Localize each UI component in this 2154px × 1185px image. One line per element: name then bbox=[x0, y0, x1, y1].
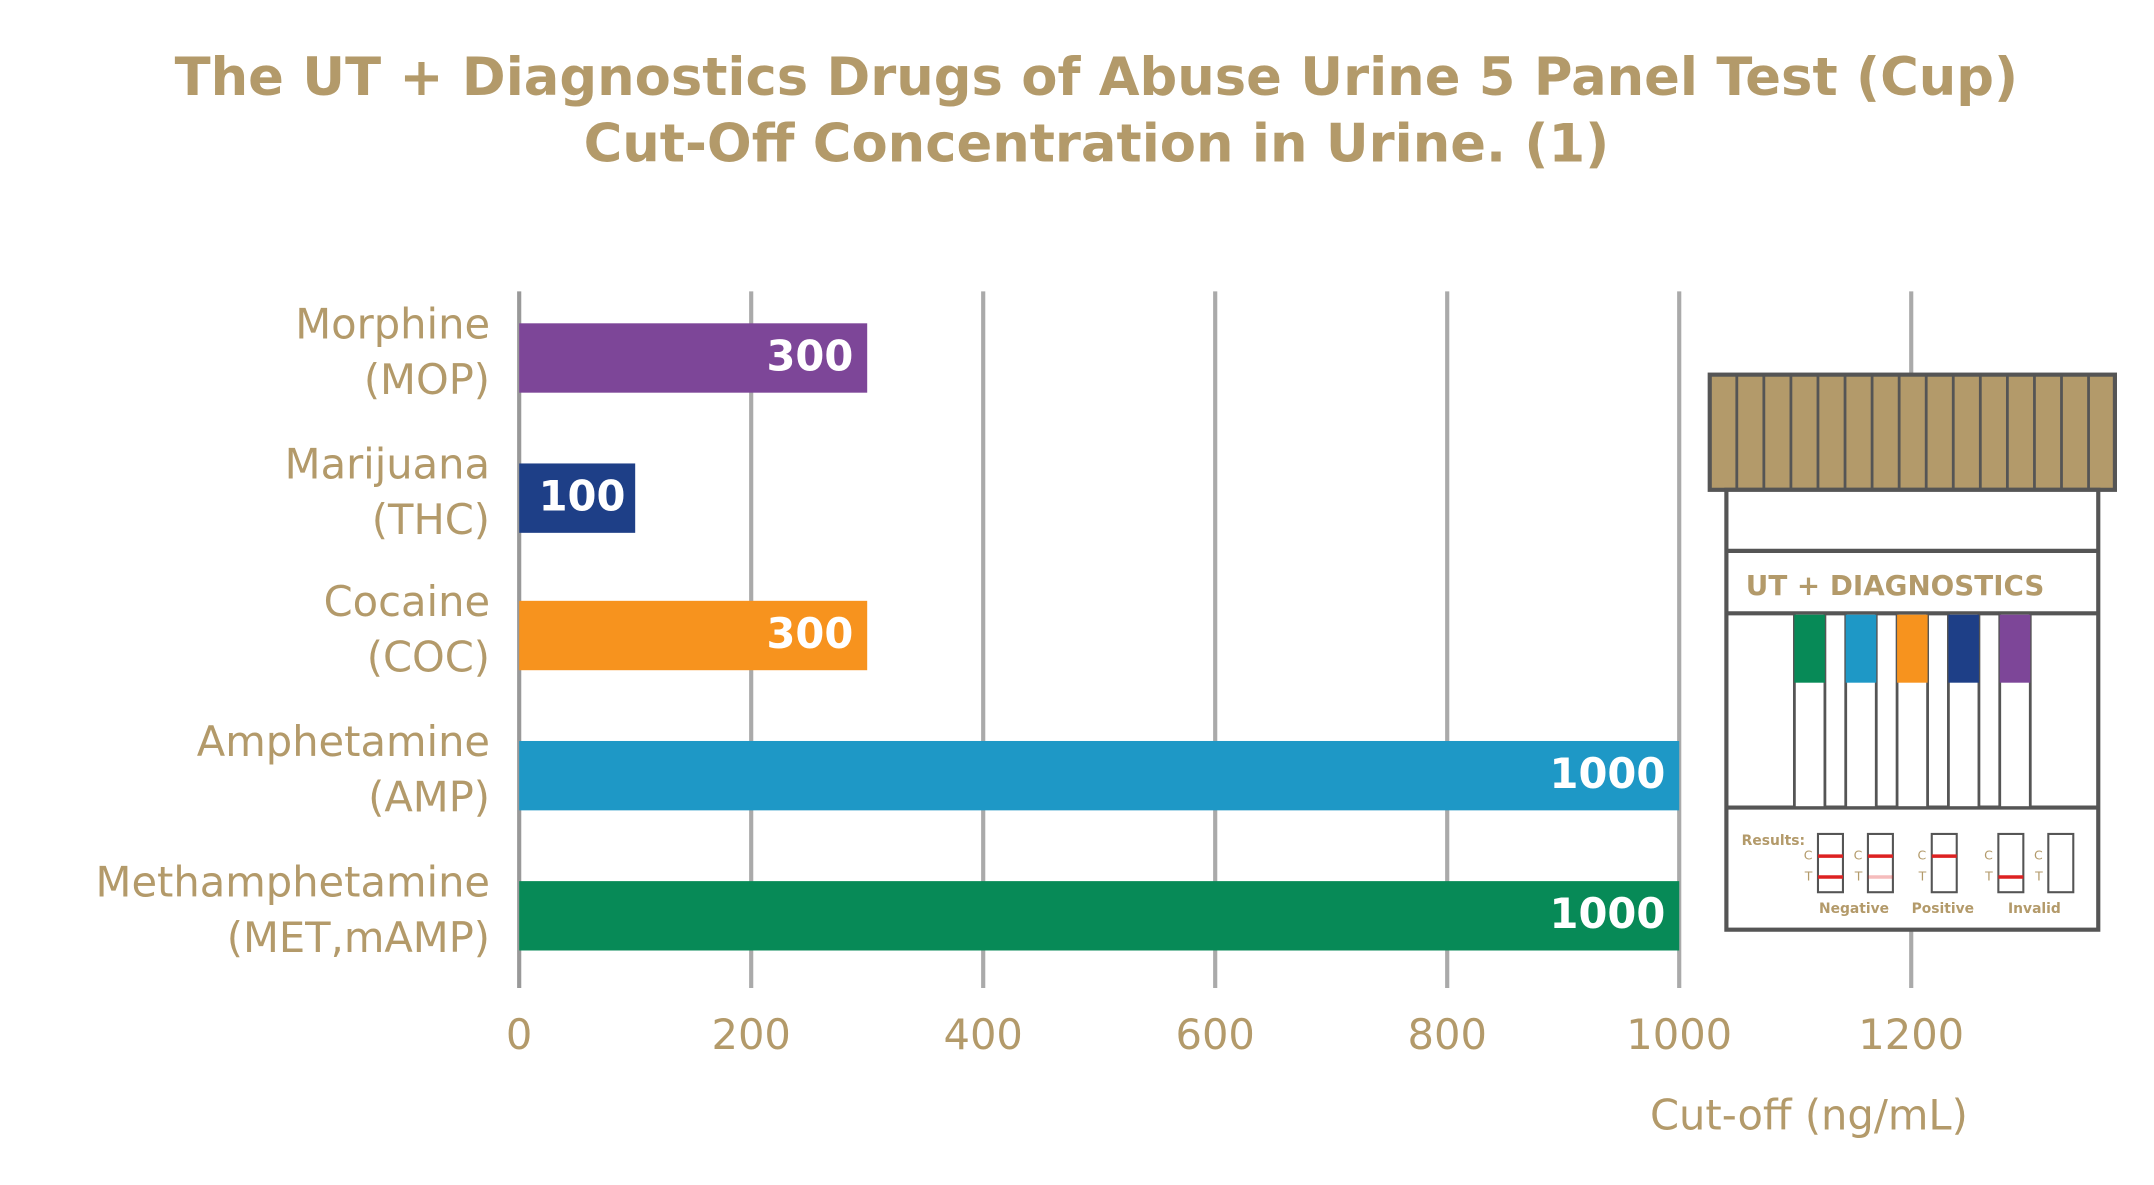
y-tick-label: (AMP) bbox=[368, 773, 490, 822]
x-tick-label: 1200 bbox=[1858, 1010, 1964, 1059]
cup-brand: UT + DIAGNOSTICS bbox=[1746, 569, 2045, 602]
x-tick-label: 400 bbox=[943, 1010, 1022, 1059]
value-label: 1000 bbox=[1550, 749, 1666, 798]
x-tick-label: 600 bbox=[1175, 1010, 1254, 1059]
y-tick-label: Cocaine bbox=[324, 577, 490, 626]
result-caption: Negative bbox=[1819, 901, 1889, 917]
bar bbox=[519, 463, 636, 533]
result-window bbox=[1816, 832, 1844, 894]
value-label: 300 bbox=[766, 609, 853, 658]
strip-color bbox=[1999, 614, 2031, 683]
y-tick-label: Marijuana bbox=[285, 440, 490, 489]
result-window bbox=[1866, 832, 1894, 894]
strip-color bbox=[1948, 614, 1979, 683]
result-window bbox=[1997, 832, 2025, 894]
result-window bbox=[2047, 832, 2075, 894]
y-tick-label: (COC) bbox=[367, 632, 490, 681]
y-tick-label: (MOP) bbox=[364, 355, 490, 404]
results-label: Results: bbox=[1742, 833, 1805, 849]
x-tick-label: 200 bbox=[711, 1010, 790, 1059]
y-tick-label: Morphine bbox=[295, 299, 490, 348]
result-caption: Positive bbox=[1912, 901, 1975, 917]
cup-illustration: UT + DIAGNOSTICSResults:CTCTCTCTCTNegati… bbox=[1707, 372, 2117, 932]
strip-color bbox=[1897, 614, 1928, 683]
result-window bbox=[1930, 832, 1958, 894]
strip-letter: T bbox=[1984, 868, 1993, 883]
bar bbox=[519, 323, 868, 393]
y-tick-label: Amphetamine bbox=[197, 717, 490, 766]
y-tick-label: (MET,mAMP) bbox=[227, 913, 490, 962]
strip-letter: T bbox=[1918, 868, 1927, 883]
x-axis-label: Cut-off (ng/mL) bbox=[1650, 1090, 1968, 1139]
strip-letter: C bbox=[2034, 848, 2043, 863]
x-tick-label: 1000 bbox=[1626, 1010, 1732, 1059]
value-label: 100 bbox=[539, 472, 626, 521]
value-label: 300 bbox=[766, 331, 853, 380]
strip-color bbox=[1794, 614, 1825, 683]
x-tick-label: 800 bbox=[1407, 1010, 1486, 1059]
strip-letter: C bbox=[1804, 848, 1813, 863]
strip-letter: C bbox=[1854, 848, 1863, 863]
strip-letter: T bbox=[1804, 868, 1813, 883]
bar bbox=[519, 740, 1680, 811]
y-tick-label: Methamphetamine bbox=[96, 857, 490, 906]
y-tick-label: (THC) bbox=[372, 495, 490, 544]
strip-letter: C bbox=[1917, 848, 1926, 863]
value-label: 1000 bbox=[1550, 889, 1666, 938]
x-tick-label: 0 bbox=[506, 1010, 532, 1059]
strip-letter: C bbox=[1984, 848, 1993, 863]
strip-color bbox=[1845, 614, 1877, 683]
result-caption: Invalid bbox=[2008, 901, 2061, 917]
cup-lid bbox=[1707, 372, 2117, 492]
strip-letter: T bbox=[2034, 868, 2043, 883]
chart-title: The UT + Diagnostics Drugs of Abuse Urin… bbox=[175, 47, 2018, 108]
strip-letter: T bbox=[1854, 868, 1863, 883]
bar bbox=[519, 881, 1680, 951]
chart-title: Cut-Off Concentration in Urine. (1) bbox=[584, 114, 1610, 175]
bar bbox=[519, 600, 868, 671]
